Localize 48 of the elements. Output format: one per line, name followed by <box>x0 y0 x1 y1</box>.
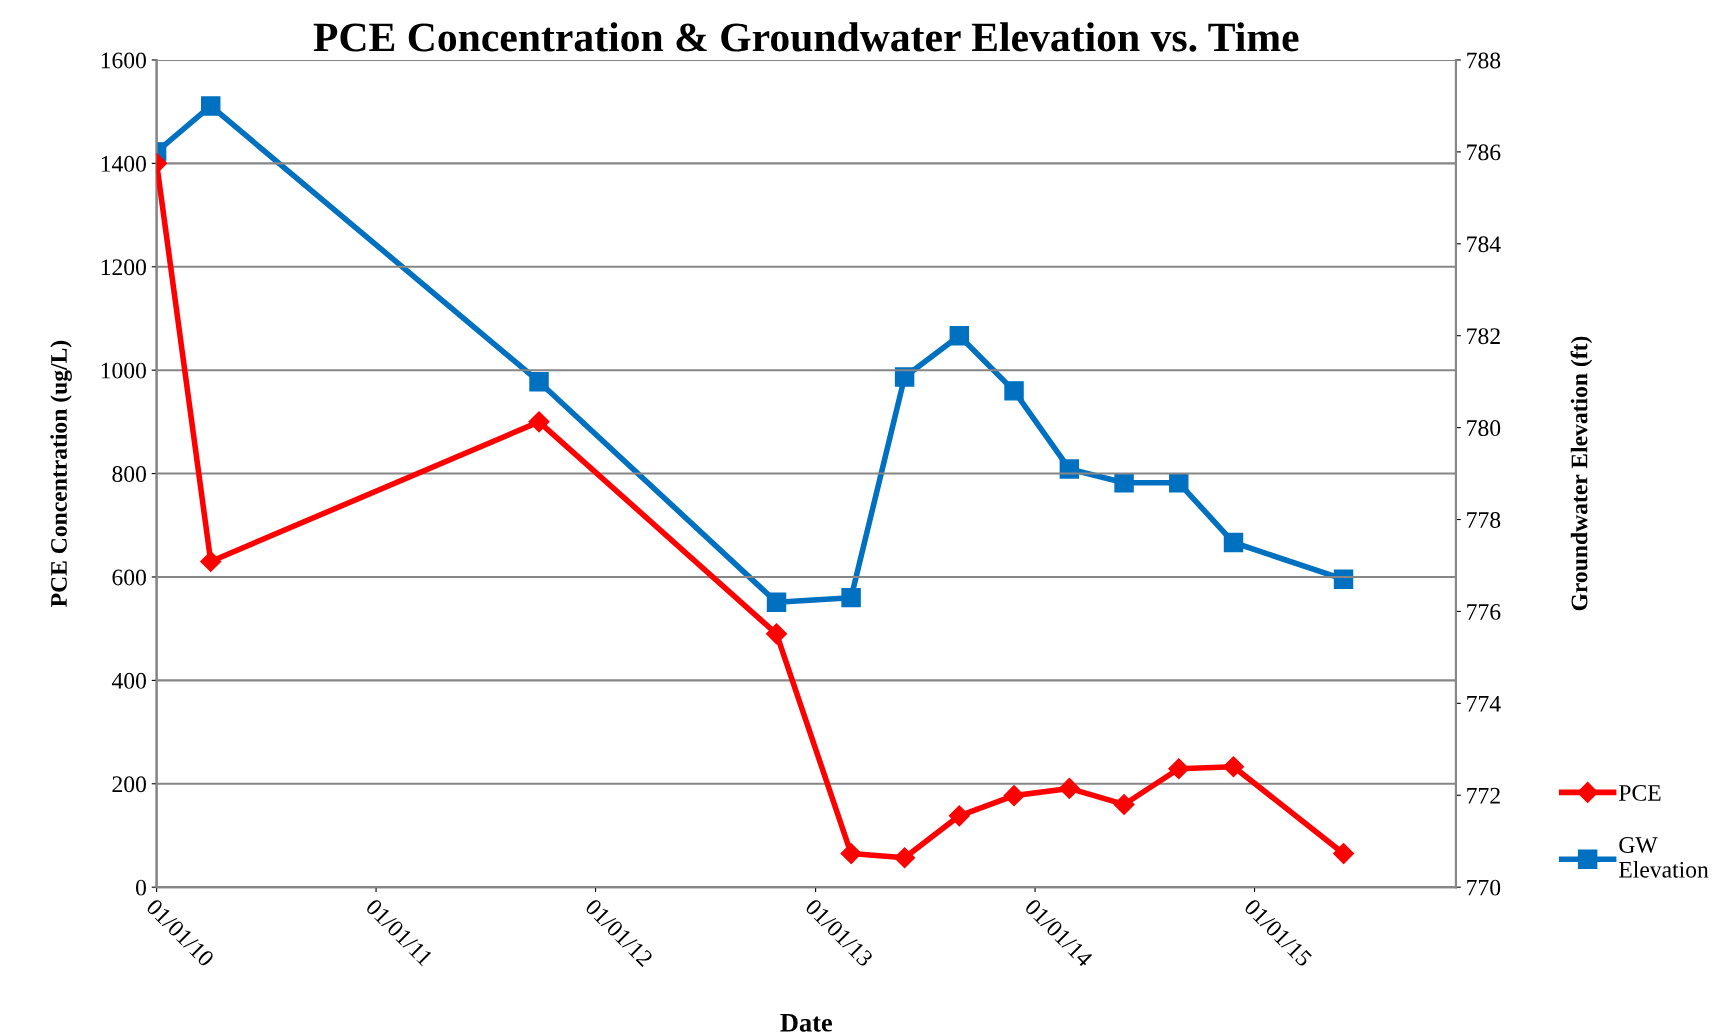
point <box>1223 532 1244 553</box>
point <box>894 367 915 387</box>
legend-label: GW Elevation <box>1619 837 1709 878</box>
point <box>1059 459 1080 479</box>
y-axis-title: PCE Concentration (ug/L) <box>50 340 72 607</box>
point <box>840 843 862 865</box>
point <box>766 592 787 612</box>
y-tick-label: 400 <box>111 672 146 689</box>
legend-label: PCE <box>1619 785 1661 801</box>
y2-tick-label: 778 <box>1467 512 1501 528</box>
y2-tick-label: 770 <box>1467 879 1501 896</box>
point <box>529 371 549 392</box>
y-tick-label: 1000 <box>101 362 146 379</box>
y2-tick-label: 782 <box>1467 328 1500 345</box>
y-tick-label: 600 <box>112 569 146 586</box>
y2-tick-label: 788 <box>1467 52 1501 69</box>
y-tick-label: 1400 <box>101 155 146 172</box>
y-tick-label: 0 <box>135 879 146 896</box>
point <box>1003 785 1025 807</box>
y2-tick-label: 786 <box>1467 144 1501 161</box>
y-tick-label: 200 <box>112 776 146 793</box>
point <box>1333 843 1355 865</box>
chart-title: PCE Concentration & Groundwater Elevation vs. Time <box>313 22 1299 52</box>
point <box>949 325 970 346</box>
x-axis-title: Date <box>780 1014 832 1032</box>
point <box>1169 473 1189 493</box>
point <box>200 550 222 572</box>
point <box>201 96 221 116</box>
point <box>894 847 916 869</box>
point <box>1113 793 1135 815</box>
y2-tick-label: 780 <box>1467 420 1501 437</box>
point <box>766 623 788 645</box>
point <box>1058 777 1080 799</box>
point <box>1222 756 1245 778</box>
point <box>841 587 861 608</box>
y2-tick-label: 774 <box>1467 696 1501 712</box>
point <box>1168 758 1190 780</box>
y-tick-label: 1600 <box>101 52 146 69</box>
point <box>1114 473 1134 493</box>
y2-tick-label: 776 <box>1467 604 1501 620</box>
point <box>1004 381 1024 401</box>
y-tick-label: 1200 <box>101 259 146 276</box>
y2-axis-title: Groundwater Elevation (ft) <box>1570 336 1593 611</box>
point <box>528 411 550 433</box>
y2-tick-label: 772 <box>1467 787 1500 804</box>
point <box>948 805 970 827</box>
y-tick-label: 800 <box>112 466 146 482</box>
y2-tick-label: 784 <box>1467 236 1501 253</box>
